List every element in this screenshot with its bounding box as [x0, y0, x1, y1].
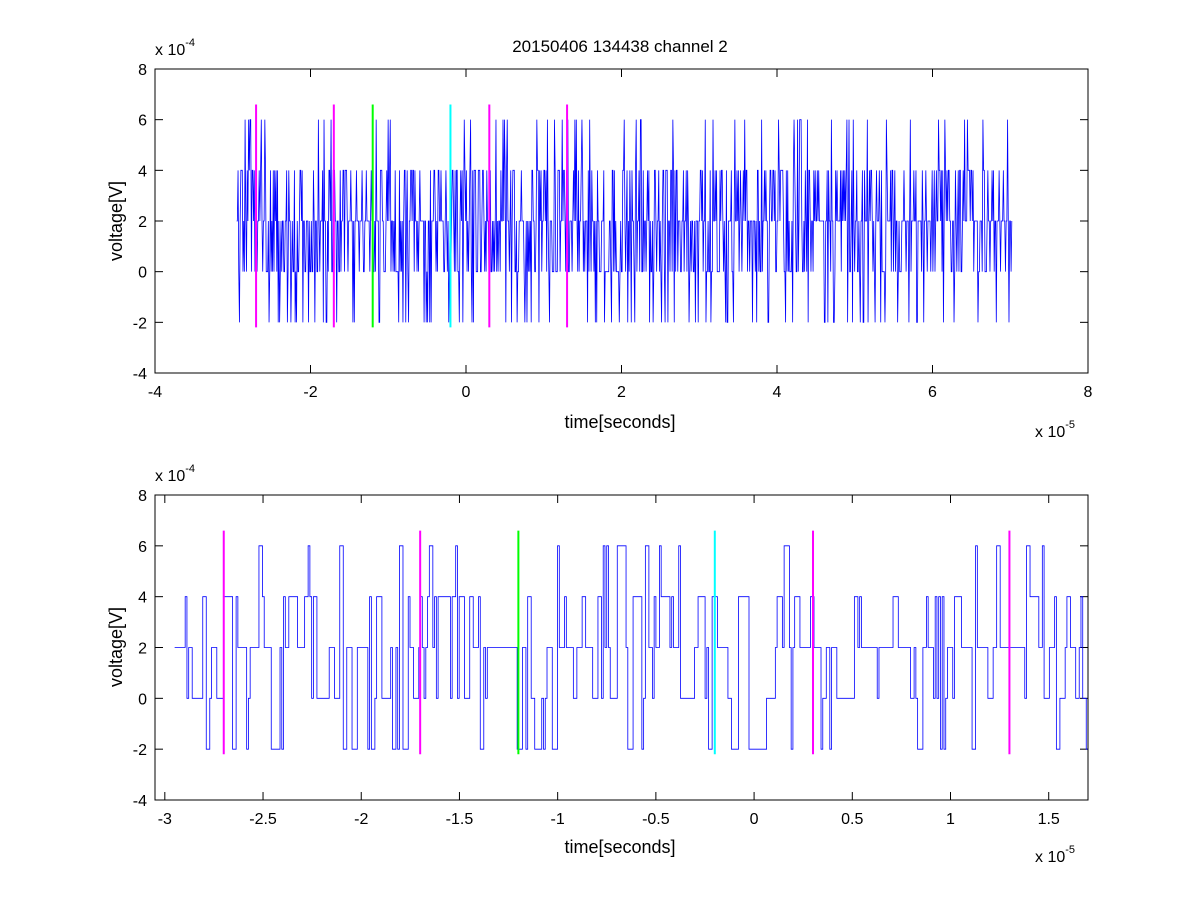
bottom-plot: -3 -2.5 -2 -1.5 -1 -0.5 0 0.5 1 1.5 -4 -2 0 2 4 6 8 time… — [106, 463, 1089, 866]
y-tick-label: -4 — [133, 366, 147, 383]
y-tick-label: 2 — [138, 641, 147, 658]
y-tick-label: 4 — [138, 590, 147, 607]
top-plot-y-exponent-power: -4 — [185, 37, 195, 49]
y-tick-label: 8 — [138, 488, 147, 505]
x-tick-label: 1 — [946, 811, 955, 828]
x-tick-label: 6 — [928, 384, 937, 401]
y-tick-label: 0 — [138, 691, 147, 708]
bottom-plot-y-exponent-power: -4 — [185, 463, 195, 475]
top-plot-x-exponent: x 10-5 — [1035, 419, 1075, 441]
x-tick-label: 1.5 — [1038, 811, 1060, 828]
bottom-plot-axes-box — [154, 494, 1089, 801]
top-plot-y-exponent: x 10-4 — [155, 37, 195, 59]
bottom-plot-ylabel: voltage[V] — [106, 607, 126, 687]
y-tick-label: -4 — [133, 793, 147, 810]
top-plot-x-exponent-base: x 10 — [1035, 424, 1065, 441]
x-tick-label: 0.5 — [841, 811, 863, 828]
top-plot-signal — [236, 119, 1013, 323]
bottom-plot-y-exponent-base: x 10 — [155, 468, 185, 485]
top-plot-xlabel: time[seconds] — [564, 412, 675, 432]
top-plot-x-exponent-power: -5 — [1065, 419, 1075, 431]
top-plot-markers — [255, 104, 569, 328]
top-plot: 20150406 134438 channel 2 -4 -2 0 2 4 6 8 -4 -2 0… — [106, 37, 1093, 441]
x-tick-label: 8 — [1084, 384, 1093, 401]
chart-title: 20150406 134438 channel 2 — [512, 37, 728, 56]
bottom-plot-xlabel: time[seconds] — [564, 837, 675, 857]
y-tick-label: 6 — [138, 113, 147, 130]
bottom-plot-signal — [174, 545, 1089, 750]
bottom-plot-markers — [222, 530, 1011, 755]
signal-trace — [174, 545, 1089, 750]
x-tick-label: -0.5 — [642, 811, 670, 828]
signal-trace — [236, 119, 1013, 323]
bottom-plot-ticks: -3 -2.5 -2 -1.5 -1 -0.5 0 0.5 1 1.5 -4 -2 0 2 4 6 8 — [133, 488, 1088, 828]
x-tick-label: 4 — [773, 384, 782, 401]
bottom-plot-y-exponent: x 10-4 — [155, 463, 195, 485]
y-tick-label: -2 — [133, 742, 147, 759]
x-tick-label: -1 — [551, 811, 565, 828]
x-tick-label: -2 — [303, 384, 317, 401]
bottom-plot-x-exponent-base: x 10 — [1035, 849, 1065, 866]
x-tick-label: 2 — [617, 384, 626, 401]
y-tick-label: 6 — [138, 539, 147, 556]
y-tick-label: -2 — [133, 315, 147, 332]
y-tick-label: 8 — [138, 62, 147, 79]
x-tick-label: 0 — [462, 384, 471, 401]
x-tick-label: -4 — [148, 384, 162, 401]
top-plot-ticks: -4 -2 0 2 4 6 8 -4 -2 0 2 4 6 8 — [133, 62, 1093, 401]
x-tick-label: -1.5 — [446, 811, 474, 828]
bottom-plot-x-exponent: x 10-5 — [1035, 844, 1075, 866]
x-tick-label: -2.5 — [249, 811, 277, 828]
top-plot-ylabel: voltage[V] — [106, 181, 126, 261]
y-tick-label: 0 — [138, 265, 147, 282]
top-plot-axes-box — [154, 68, 1089, 374]
y-tick-label: 2 — [138, 214, 147, 231]
x-tick-label: -3 — [158, 811, 172, 828]
y-tick-label: 4 — [138, 163, 147, 180]
top-plot-y-exponent-base: x 10 — [155, 42, 185, 59]
x-tick-label: -2 — [354, 811, 368, 828]
bottom-plot-x-exponent-power: -5 — [1065, 844, 1075, 856]
x-tick-label: 0 — [750, 811, 759, 828]
